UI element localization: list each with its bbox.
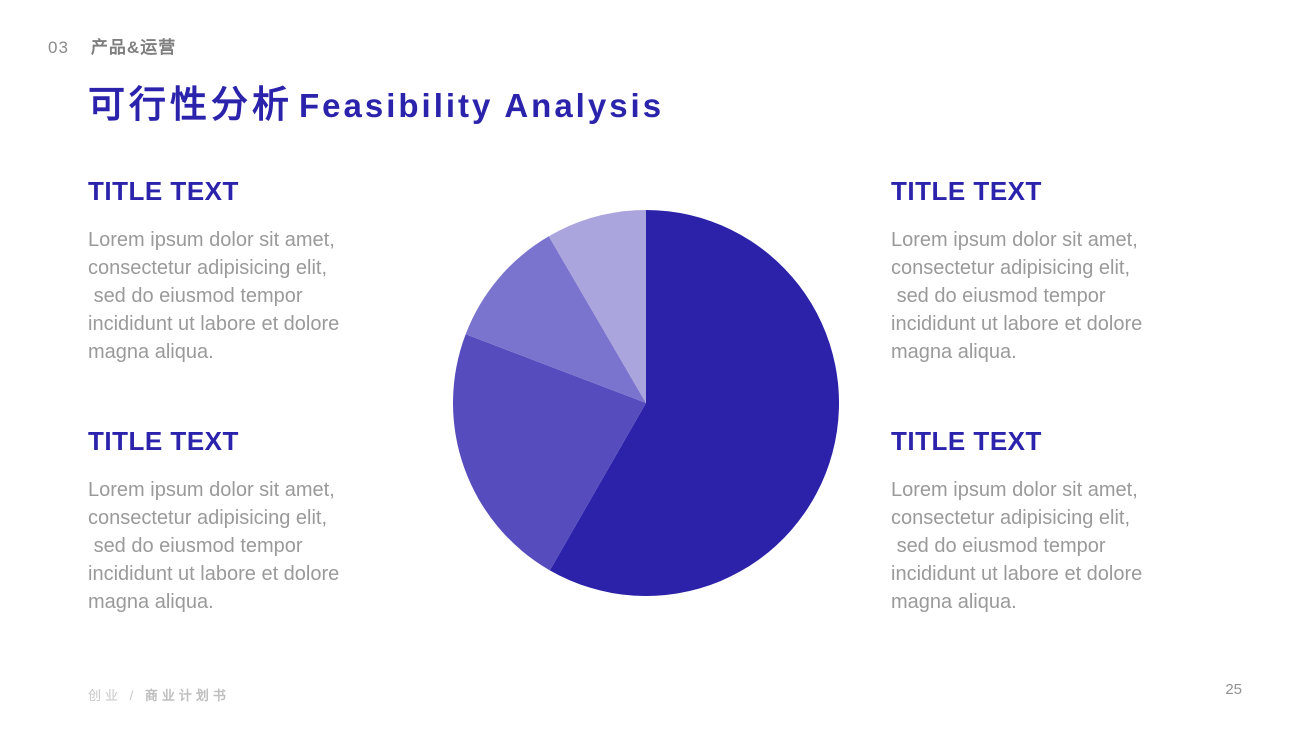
block-body: Lorem ipsum dolor sit amet, consectetur … <box>891 479 1143 613</box>
block-body: Lorem ipsum dolor sit amet, consectetur … <box>891 229 1143 363</box>
pie-slice-1 <box>549 210 839 596</box>
header-index: 03 <box>48 38 69 57</box>
footer-brand-prefix: 创业 / <box>88 688 145 703</box>
pie-chart <box>453 210 839 596</box>
page-header: 03 产品&运营 <box>48 33 176 58</box>
pie-slice-4 <box>548 210 646 403</box>
block-body: Lorem ipsum dolor sit amet, consectetur … <box>88 479 340 613</box>
slide-title-zh: 可行性分析 <box>88 85 293 126</box>
pie-slice-3 <box>465 236 646 403</box>
block-title: TITLE TEXT <box>88 176 239 206</box>
text-block-top-right: TITLE TEXT Lorem ipsum dolor sit amet, c… <box>891 175 1201 366</box>
text-block-bottom-left: TITLE TEXT Lorem ipsum dolor sit amet, c… <box>88 425 398 616</box>
text-block-bottom-right: TITLE TEXT Lorem ipsum dolor sit amet, c… <box>891 425 1201 616</box>
pie-chart-container <box>453 210 839 596</box>
footer-brand-suffix: 商业计划书 <box>144 688 230 703</box>
footer-brand: 创业 / 商业计划书 <box>88 685 230 704</box>
block-title: TITLE TEXT <box>891 176 1042 206</box>
block-title: TITLE TEXT <box>891 426 1042 456</box>
pie-slice-2 <box>453 334 646 571</box>
text-block-top-left: TITLE TEXT Lorem ipsum dolor sit amet, c… <box>88 175 398 366</box>
header-section-label: 产品&运营 <box>90 38 177 57</box>
slide-title-en: Feasibility Analysis <box>299 87 665 124</box>
block-body: Lorem ipsum dolor sit amet, consectetur … <box>88 229 340 363</box>
page-number: 25 <box>1225 681 1242 698</box>
slide-title: 可行性分析 Feasibility Analysis <box>88 74 664 128</box>
block-title: TITLE TEXT <box>88 426 239 456</box>
